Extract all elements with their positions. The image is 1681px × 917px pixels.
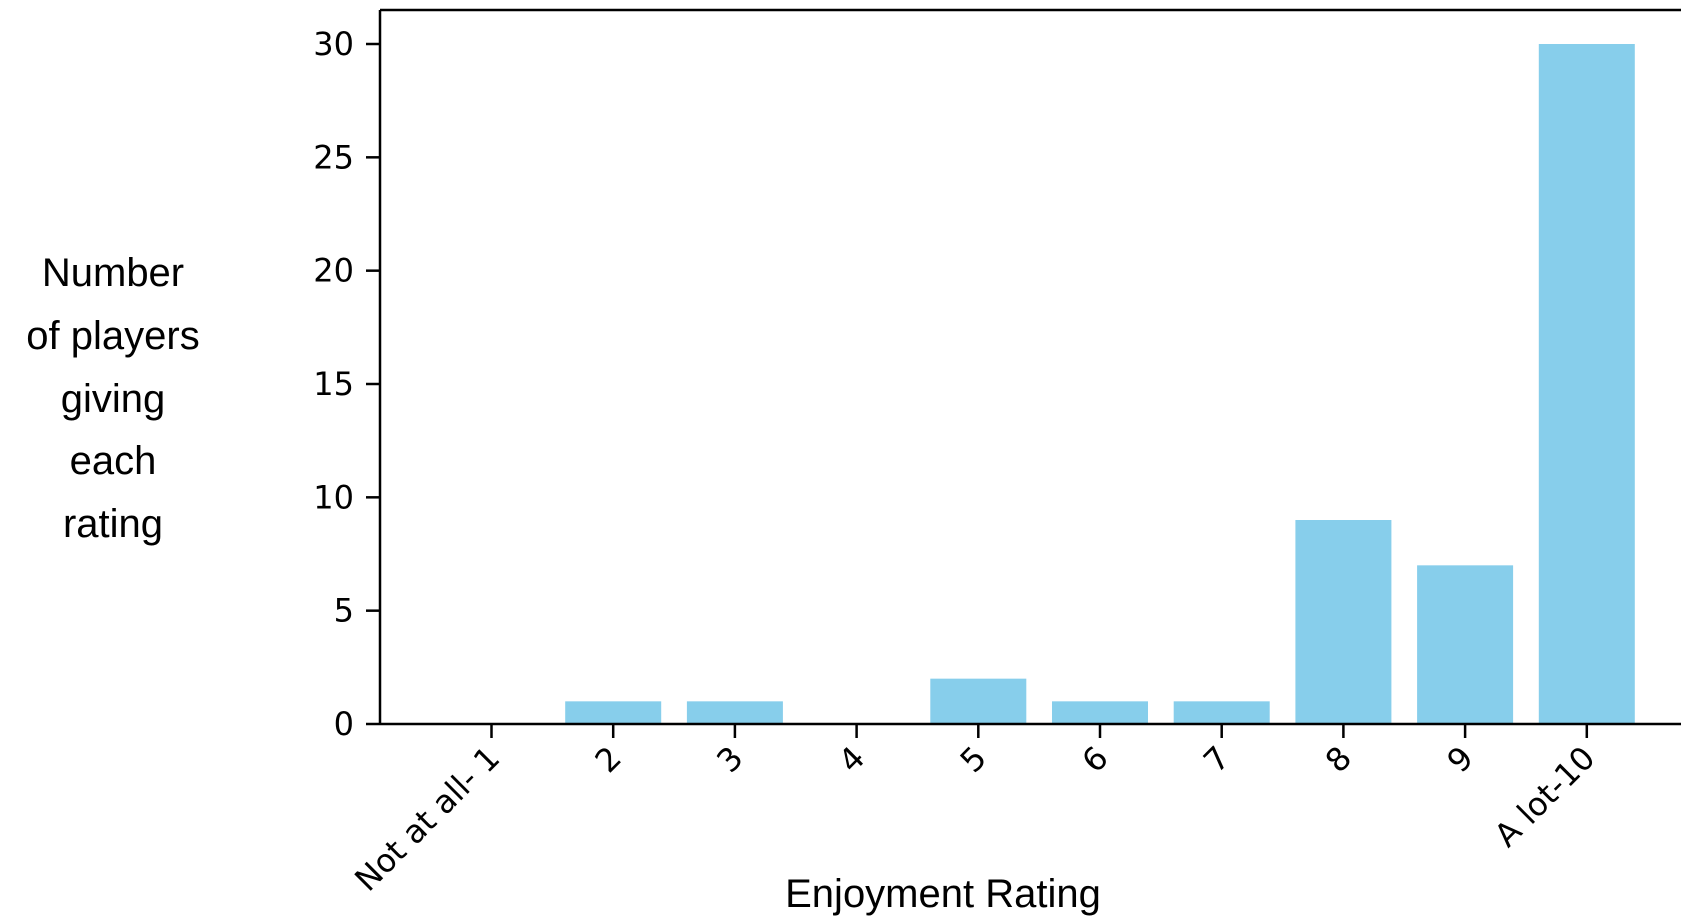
x-tick-label: 5 bbox=[953, 739, 994, 780]
y-axis-label-line: giving bbox=[61, 377, 166, 421]
bar bbox=[1295, 520, 1392, 724]
bar bbox=[686, 701, 783, 724]
x-tick-label: 8 bbox=[1318, 739, 1359, 780]
bar bbox=[1052, 701, 1148, 724]
bars bbox=[565, 44, 1635, 724]
y-tick-label: 15 bbox=[313, 365, 354, 403]
bar bbox=[1173, 701, 1270, 724]
y-tick-label: 30 bbox=[313, 25, 354, 63]
x-tick-label: 9 bbox=[1439, 739, 1480, 780]
plot-frame bbox=[378, 8, 1681, 726]
x-tick-label: Not at all- 1 bbox=[347, 739, 507, 899]
bar bbox=[1417, 565, 1514, 724]
bar bbox=[565, 701, 662, 724]
x-tick-label: A lot-10 bbox=[1487, 739, 1603, 855]
y-axis-label-line: each bbox=[70, 439, 157, 483]
y-axis-label: Number of players giving each rating bbox=[26, 251, 199, 546]
y-tick-label: 25 bbox=[313, 138, 354, 176]
y-tick-label: 10 bbox=[313, 478, 354, 516]
x-tick-label: 6 bbox=[1074, 739, 1115, 780]
x-tick-label: 2 bbox=[588, 739, 629, 780]
x-tick-label: 3 bbox=[709, 739, 750, 780]
x-tick-label: 7 bbox=[1196, 739, 1237, 780]
y-tick-label: 5 bbox=[334, 592, 354, 630]
y-axis-label-line: of players bbox=[26, 314, 199, 358]
y-axis-label-line: rating bbox=[63, 502, 163, 546]
bar bbox=[1538, 44, 1635, 724]
y-tick-label: 0 bbox=[334, 705, 354, 743]
x-tick-label: 4 bbox=[831, 739, 872, 780]
y-tick-label: 20 bbox=[313, 252, 354, 290]
y-axis-label-line: Number bbox=[42, 251, 184, 295]
y-axis: 0 5 10 15 20 25 30 bbox=[313, 25, 380, 743]
bar bbox=[930, 678, 1027, 724]
x-axis-label: Enjoyment Rating bbox=[785, 872, 1101, 916]
